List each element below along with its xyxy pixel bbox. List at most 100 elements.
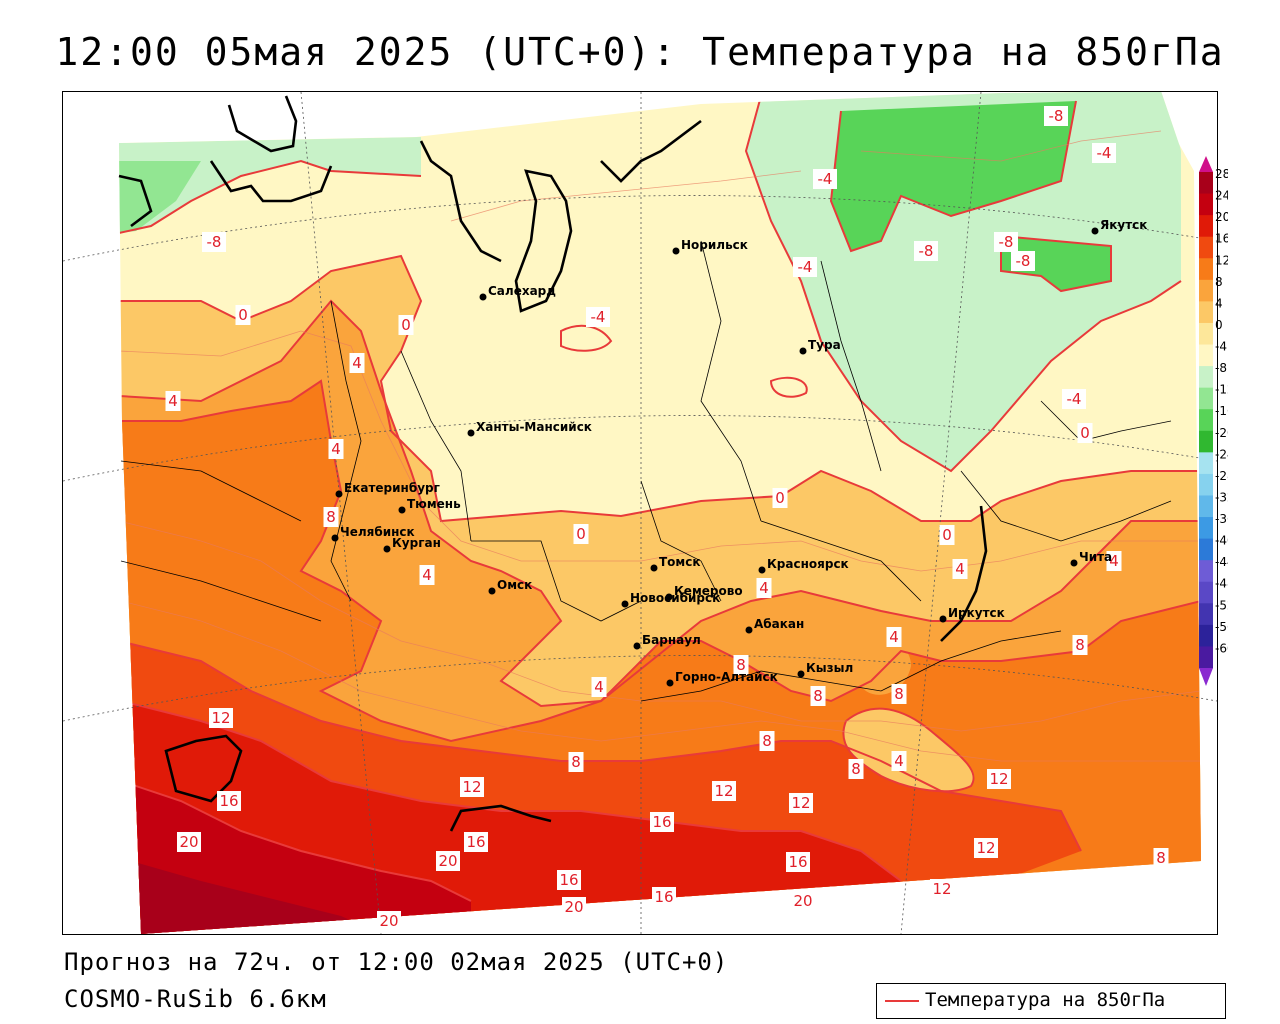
isotherm-label: 0 — [235, 305, 251, 325]
city-dot — [633, 642, 641, 650]
colorbar-tick-label: -56 — [1215, 620, 1228, 634]
isotherm-value: 4 — [422, 566, 432, 584]
temperature-map: -8 -4 -4 -8 -4 -8 -8 -8 -4 -4 0 0 0 0 0 0 4 4 4 4 4 4 4 4 4 4 8 8 8 8… — [62, 91, 1218, 935]
city-dot — [383, 545, 391, 553]
isotherm-label: 8 — [323, 507, 339, 527]
colorbar-tick-label: 0 — [1215, 318, 1223, 332]
city-dot — [665, 593, 673, 601]
colorbar-tick-label: -40 — [1215, 534, 1228, 548]
colorbar: 28 24 20 16 12 8 4 0 -4 -8 -12 -16 -20 -24 -28 -32 -36 -4… — [1199, 156, 1228, 686]
colorbar-swatch — [1199, 624, 1213, 647]
isotherm-value: 8 — [1156, 849, 1166, 867]
isotherm-label: -8 — [1011, 251, 1035, 271]
colorbar-tick-label: 12 — [1215, 253, 1228, 267]
isotherm-value: 4 — [594, 678, 604, 696]
isotherm-label: 4 — [952, 559, 968, 579]
colorbar-tick-label: 8 — [1215, 275, 1223, 289]
isotherm-label: 8 — [810, 686, 826, 706]
isotherm-value: 8 — [762, 732, 772, 750]
city-dot — [650, 564, 658, 572]
city-marker: Кемерово — [665, 584, 743, 601]
isotherm-label: 0 — [772, 488, 788, 508]
region-borders — [120, 240, 1172, 702]
colorbar-tick-label: -32 — [1215, 490, 1228, 504]
city-label: Якутск — [1100, 218, 1147, 232]
city-dot — [331, 534, 339, 542]
colorbar-tick-label: -12 — [1215, 383, 1228, 397]
isotherm-label: 16 — [652, 887, 676, 907]
isotherm-value: 0 — [576, 525, 586, 543]
isotherm-label: 4 — [891, 751, 907, 771]
isotherm-label: 20 — [177, 832, 201, 852]
isotherm-value: 0 — [1080, 424, 1090, 442]
isotherm-value: -4 — [1097, 144, 1112, 162]
colorbar-swatch — [1199, 387, 1213, 410]
isotherm-value: 8 — [1075, 636, 1085, 654]
colorbar-tick-label: -20 — [1215, 426, 1228, 440]
isotherm-value: 20 — [379, 912, 398, 930]
isotherm-label: 12 — [712, 781, 736, 801]
isotherm-label: -4 — [1092, 143, 1116, 163]
isotherm-value: 12 — [932, 880, 951, 898]
city-dot — [479, 293, 487, 301]
isotherm-value: -8 — [919, 242, 934, 260]
city-label: Салехард — [488, 284, 556, 298]
city-dot — [1070, 559, 1078, 567]
city-label: Новосибирск — [630, 591, 720, 605]
city-label: Омск — [497, 578, 532, 592]
isotherm-label: 4 — [591, 677, 607, 697]
isotherm-label: -4 — [1062, 389, 1086, 409]
city-marker: Тура — [799, 338, 841, 355]
isotherm-value: 4 — [352, 354, 362, 372]
city-marker: Курган — [383, 536, 441, 553]
colorbar-swatch — [1199, 344, 1213, 367]
colorbar-swatch — [1199, 172, 1213, 195]
city-marker: Якутск — [1091, 218, 1147, 235]
isotherm-label: 16 — [217, 791, 241, 811]
colorbar-swatch — [1199, 581, 1213, 604]
legend-label: Температура на 850гПа — [925, 989, 1166, 1011]
isotherm-label: -8 — [914, 241, 938, 261]
isotherm-label: 16 — [650, 812, 674, 832]
isotherm-label: 8 — [1153, 848, 1169, 868]
isotherm-label: 4 — [419, 565, 435, 585]
isotherm-label: -8 — [202, 232, 226, 252]
isotherm-label: 12 — [789, 793, 813, 813]
isotherm-value: 16 — [559, 871, 578, 889]
isotherm-value: 0 — [775, 489, 785, 507]
isotherm-value: 0 — [942, 526, 952, 544]
city-marker: Красноярск — [758, 557, 849, 574]
isotherm-label: 12 — [987, 769, 1011, 789]
colorbar-tick-label: 4 — [1215, 296, 1223, 310]
city-label: Красноярск — [767, 557, 849, 571]
isotherm-label: 12 — [460, 777, 484, 797]
isotherm-value: 4 — [889, 628, 899, 646]
cities: Норильск Салехард Якутск Тура Ханты-Мансийск… — [331, 218, 1147, 687]
city-label: Норильск — [681, 238, 748, 252]
colorbar-tick-label: -28 — [1215, 469, 1228, 483]
isotherm-label: 8 — [1072, 635, 1088, 655]
city-label: Курган — [392, 536, 441, 550]
city-dot — [488, 587, 496, 595]
isotherm-value: 8 — [894, 685, 904, 703]
isotherm-value: -4 — [591, 308, 606, 326]
isotherm-value: 12 — [791, 794, 810, 812]
isotherm-label: 4 — [349, 353, 365, 373]
isotherm-label: 8 — [568, 752, 584, 772]
city-dot — [939, 615, 947, 623]
isotherm-value: 20 — [564, 898, 583, 916]
isotherm-value: -4 — [818, 170, 833, 188]
isotherm-label: -4 — [793, 257, 817, 277]
colorbar-swatch — [1199, 193, 1213, 216]
isotherm-label: 4 — [756, 578, 772, 598]
colorbar-swatch — [1199, 279, 1213, 302]
isotherm-label: -4 — [813, 169, 837, 189]
isotherm-label: 0 — [573, 524, 589, 544]
isotherm-label: 12 — [974, 838, 998, 858]
city-marker: Томск — [650, 555, 701, 572]
colorbar-swatch — [1199, 258, 1213, 281]
isotherm-value: 4 — [1109, 552, 1119, 570]
isotherm-value: 16 — [466, 833, 485, 851]
colorbar-swatch — [1199, 495, 1213, 518]
city-marker: Екатеринбург — [335, 481, 440, 498]
